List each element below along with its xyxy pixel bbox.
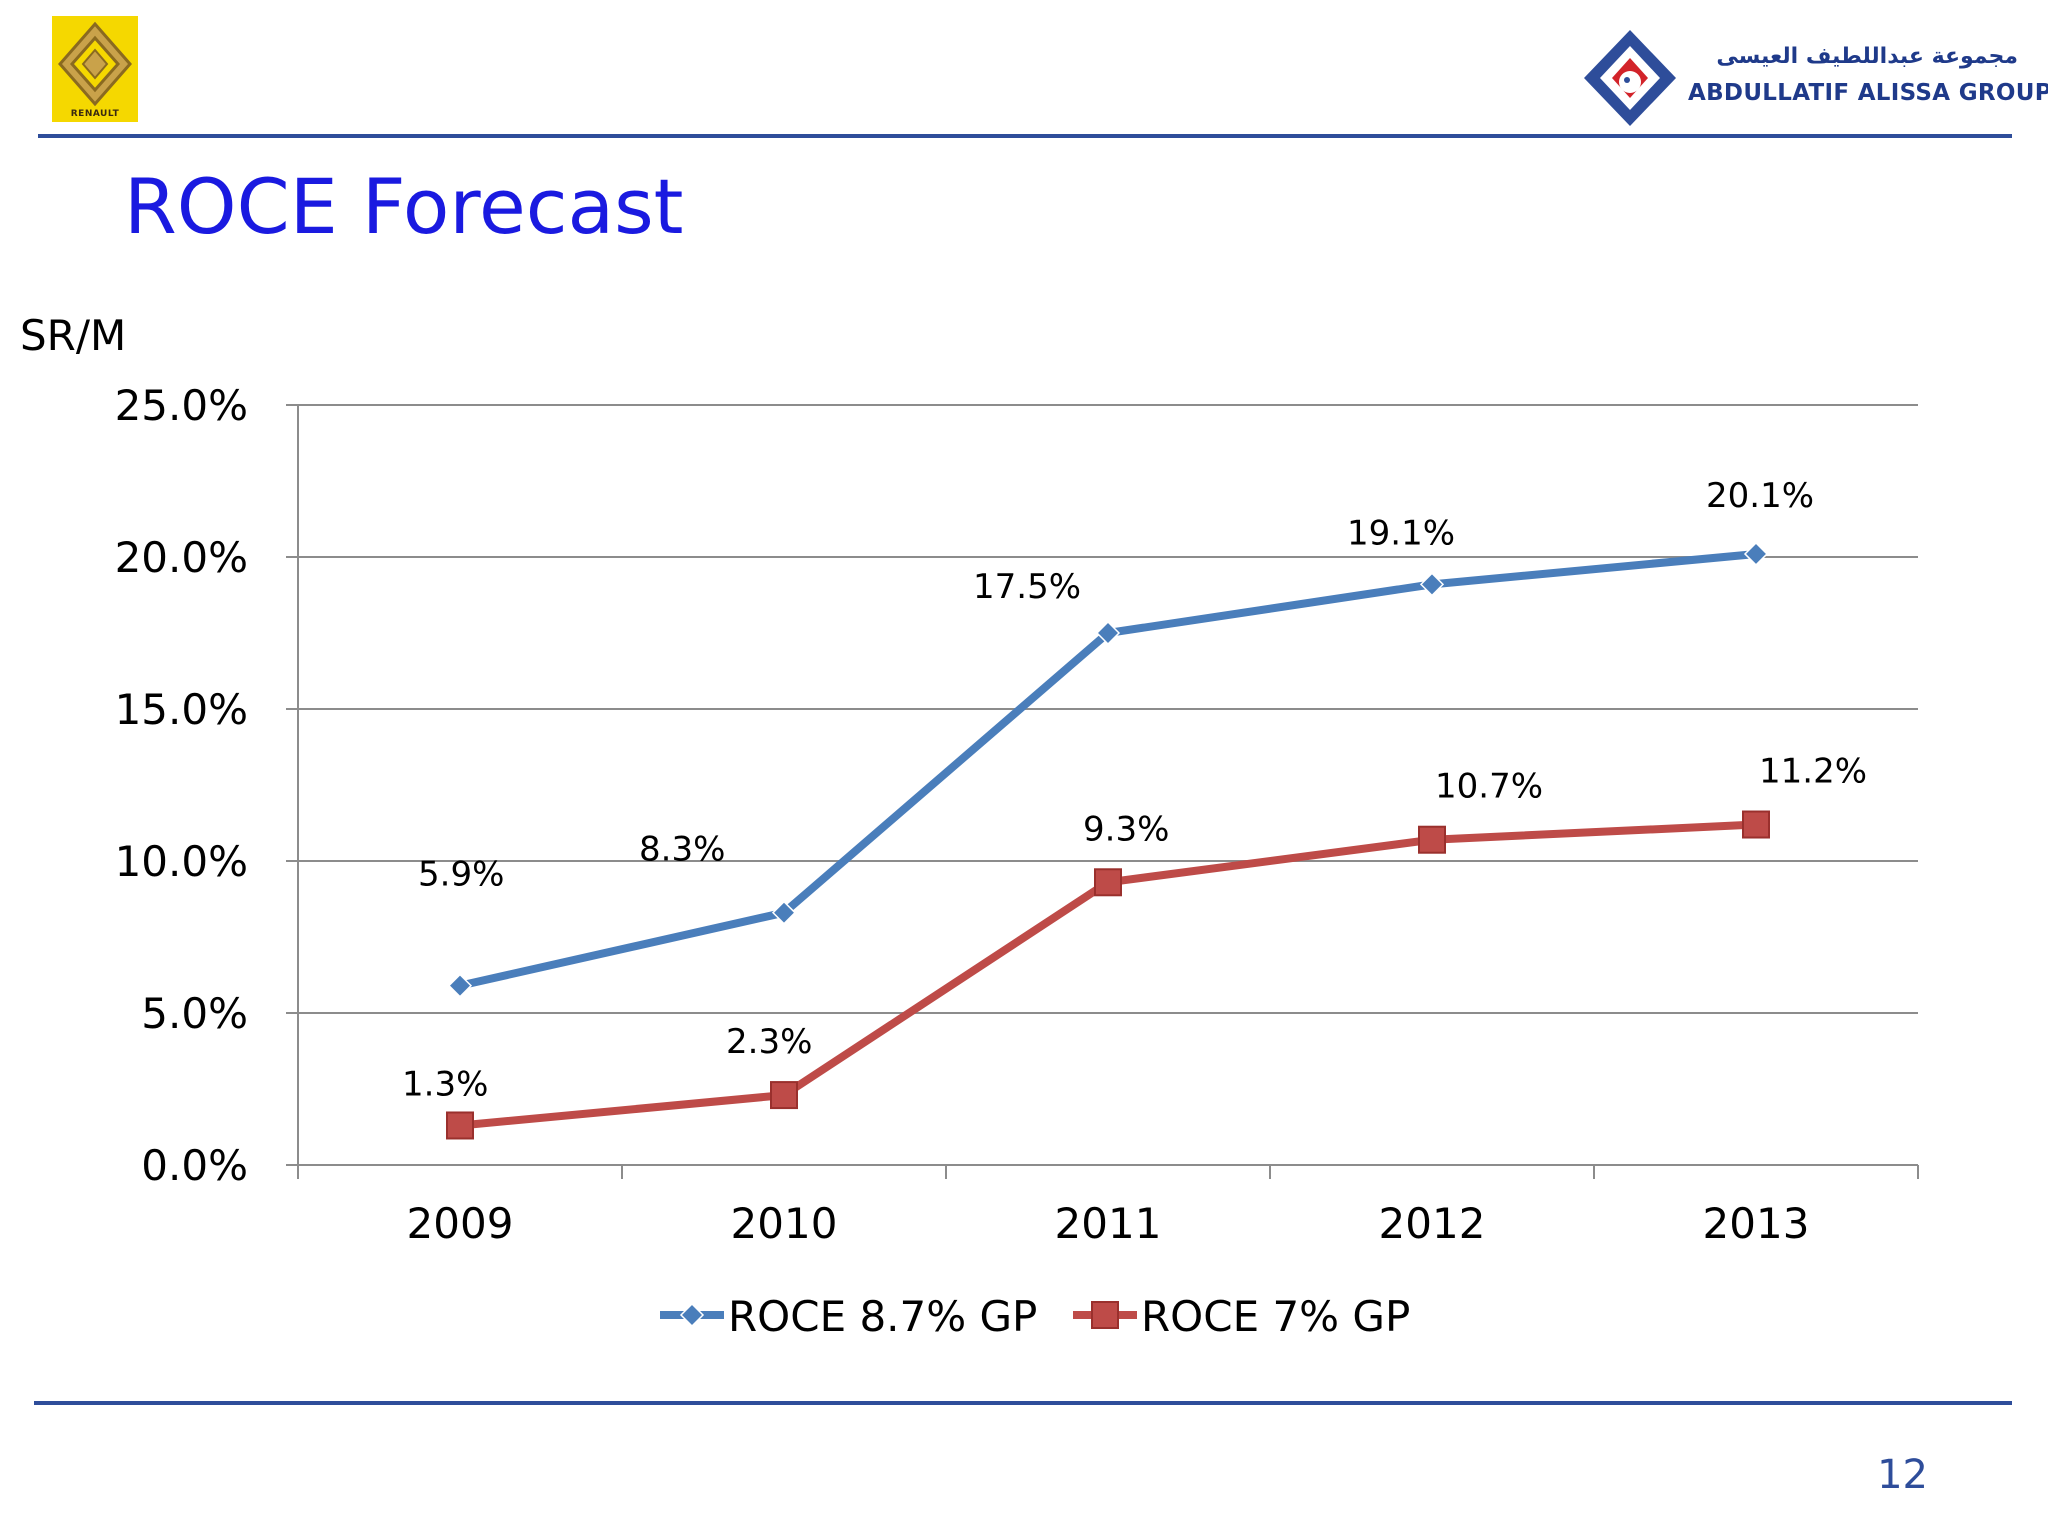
y-axis-unit-label: SR/M (20, 311, 126, 360)
y-tick-label: 5.0% (141, 989, 248, 1038)
renault-diamond-icon (58, 21, 132, 107)
legend-label: ROCE 8.7% GP (728, 1292, 1037, 1341)
y-tick-label: 25.0% (115, 381, 248, 430)
square-marker (1094, 868, 1122, 897)
chart-legend: ROCE 8.7% GP ROCE 7% GP (660, 1292, 1410, 1341)
y-tick-label: 10.0% (115, 837, 248, 886)
data-label: 11.2% (1759, 752, 1867, 792)
legend-square-marker (1091, 1301, 1119, 1329)
data-label: 20.1% (1706, 476, 1814, 516)
group-name-latin: ABDULLATIF ALISSA GROUP (1688, 80, 2048, 106)
square-marker (770, 1081, 798, 1110)
legend-diamond-marker (679, 1302, 705, 1328)
data-label: 8.3% (639, 830, 725, 870)
data-label: 17.5% (973, 567, 1081, 607)
slide-title: ROCE Forecast (124, 162, 684, 251)
footer-divider (34, 1401, 2012, 1405)
legend-label: ROCE 7% GP (1141, 1292, 1410, 1341)
diamond-marker (1419, 572, 1445, 597)
data-label: 2.3% (726, 1022, 812, 1062)
x-tick-label: 2012 (1379, 1199, 1486, 1248)
y-tick-label: 0.0% (141, 1141, 248, 1190)
x-tick-label: 2011 (1055, 1199, 1162, 1248)
data-label: 10.7% (1435, 767, 1543, 807)
chart-data-labels: 5.9% 8.3% 17.5% 19.1% 20.1% 1.3% 2.3% 9.3% 10.7%… (402, 476, 1867, 1105)
diamond-marker (447, 973, 473, 998)
y-tick-label: 15.0% (115, 685, 248, 734)
alissa-group-logo: مجموعة عبداللطيف العيسى ABDULLATIF ALISS… (1580, 26, 2048, 130)
square-marker (1742, 810, 1770, 839)
square-marker (446, 1111, 474, 1140)
data-label: 19.1% (1347, 513, 1455, 553)
x-tick-label: 2010 (731, 1199, 838, 1248)
abdullatif-alissa-emblem-icon (1584, 30, 1676, 126)
chart-axes: SR/M 0.0% 5.0% 10.0% 15.0% 20.0% 25.0% 2009 2010… (20, 311, 1919, 1248)
page-number: 12 (1877, 1452, 1928, 1498)
chart-series (446, 541, 1770, 1140)
x-tick-label: 2013 (1703, 1199, 1810, 1248)
diamond-marker (1095, 620, 1121, 646)
diamond-marker (1743, 541, 1769, 567)
square-marker (1418, 825, 1446, 854)
x-tick-label: 2009 (407, 1199, 514, 1248)
data-label: 9.3% (1083, 809, 1169, 849)
renault-logo: RENAULT (52, 16, 138, 122)
header-divider (38, 134, 2012, 138)
data-label: 1.3% (402, 1064, 488, 1104)
y-tick-label: 20.0% (115, 533, 248, 582)
renault-wordmark: RENAULT (70, 109, 120, 119)
diamond-marker (771, 900, 797, 925)
chart-gridlines (298, 404, 1918, 1014)
group-name-arabic: مجموعة عبداللطيف العيسى (1716, 44, 2018, 69)
data-label: 5.9% (418, 855, 504, 895)
series-line-1 (459, 549, 1757, 990)
